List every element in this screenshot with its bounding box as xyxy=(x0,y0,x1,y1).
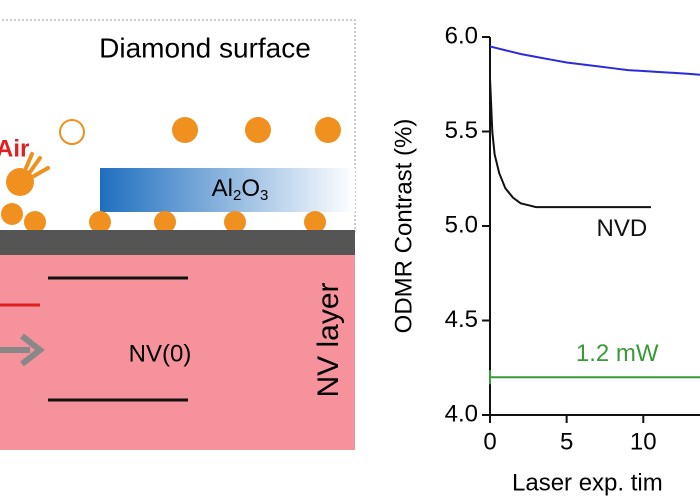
x-tick-label: 10 xyxy=(630,428,657,455)
nv-layer xyxy=(0,255,355,450)
y-tick-label: 4.0 xyxy=(445,400,478,427)
y-axis-label: ODMR Contrast (%) xyxy=(390,119,417,334)
y-tick-label: 5.5 xyxy=(445,117,478,144)
molecule xyxy=(172,117,198,143)
surface-atoms xyxy=(1,203,326,233)
transfer-arrow xyxy=(0,333,45,367)
series-line xyxy=(489,45,700,76)
molecule xyxy=(315,117,341,143)
series-line xyxy=(489,78,651,209)
air-molecule xyxy=(6,168,34,196)
air-bonds xyxy=(24,152,50,178)
annotation: NVD xyxy=(596,215,647,242)
surface-label: Diamond surface xyxy=(99,32,311,63)
x-axis-label: Laser exp. tim xyxy=(512,469,663,496)
state-label: NV(0) xyxy=(129,340,192,367)
layer-label: NV layer xyxy=(312,282,345,397)
air-label: Air xyxy=(0,135,29,162)
y-tick-label: 6.0 xyxy=(445,22,478,49)
diamond-surface xyxy=(0,230,355,255)
al2o3-film xyxy=(100,168,355,212)
y-tick-label: 4.5 xyxy=(445,306,478,333)
chart: 4.0 4.5 5.0 5.5 6.0 0 5 10 ODMR Contrast (%) Lase… xyxy=(390,22,700,496)
x-tick-label: 5 xyxy=(560,428,573,455)
molecule xyxy=(245,117,271,143)
diagram: Diamond surface Air Al2O3 NV(0) NV layer xyxy=(0,19,356,450)
x-tick-label: 0 xyxy=(483,428,496,455)
annotation: 1.2 mW xyxy=(576,340,659,367)
vacancy xyxy=(59,119,85,145)
y-tick-label: 5.0 xyxy=(445,211,478,238)
film-label: Al2O3 xyxy=(212,175,269,204)
